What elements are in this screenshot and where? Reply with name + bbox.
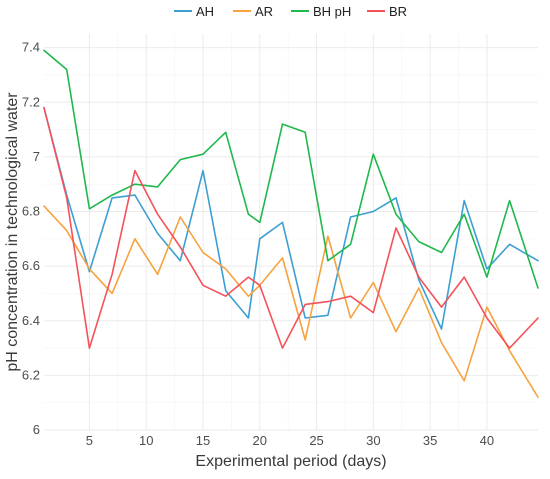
y-tick-label: 7.4 xyxy=(22,40,40,55)
legend: AH AR BH pH BR xyxy=(174,4,407,19)
y-tick-label: 6.8 xyxy=(22,204,40,219)
grid xyxy=(44,34,538,431)
x-tick-label: 20 xyxy=(253,433,267,448)
y-tick-label: 7.2 xyxy=(22,94,40,109)
series-line-ar xyxy=(43,205,539,399)
x-tick-label: 30 xyxy=(366,433,380,448)
y-tick-label: 6.4 xyxy=(22,313,40,328)
y-axis-ticks: 6 6.2 6.4 6.6 6.8 7 7.2 7.4 xyxy=(22,40,40,437)
legend-label: AH xyxy=(196,4,214,19)
x-axis-ticks: 5 10 15 20 25 30 35 40 xyxy=(86,433,494,448)
y-tick-label: 7 xyxy=(33,149,40,164)
y-tick-label: 6 xyxy=(33,422,40,437)
legend-label: AR xyxy=(255,4,273,19)
series-line-ah xyxy=(43,106,539,330)
y-tick-label: 6.2 xyxy=(22,367,40,382)
series-line-bh-ph xyxy=(43,49,539,289)
x-tick-label: 35 xyxy=(423,433,437,448)
x-tick-label: 25 xyxy=(309,433,323,448)
y-axis-title: pH concentration in technological water xyxy=(4,92,21,372)
x-axis-title: Experimental period (days) xyxy=(195,453,386,470)
y-tick-label: 6.6 xyxy=(22,258,40,273)
series-line-br xyxy=(43,106,539,349)
series-lines xyxy=(43,49,539,399)
legend-item-bh-ph: BH pH xyxy=(291,4,351,19)
x-tick-label: 5 xyxy=(86,433,93,448)
legend-item-ah: AH xyxy=(174,4,214,19)
x-tick-label: 40 xyxy=(480,433,494,448)
legend-label: BR xyxy=(389,4,407,19)
legend-item-br: BR xyxy=(367,4,407,19)
legend-item-ar: AR xyxy=(233,4,273,19)
legend-label: BH pH xyxy=(313,4,351,19)
x-tick-label: 15 xyxy=(196,433,210,448)
x-tick-label: 10 xyxy=(139,433,153,448)
